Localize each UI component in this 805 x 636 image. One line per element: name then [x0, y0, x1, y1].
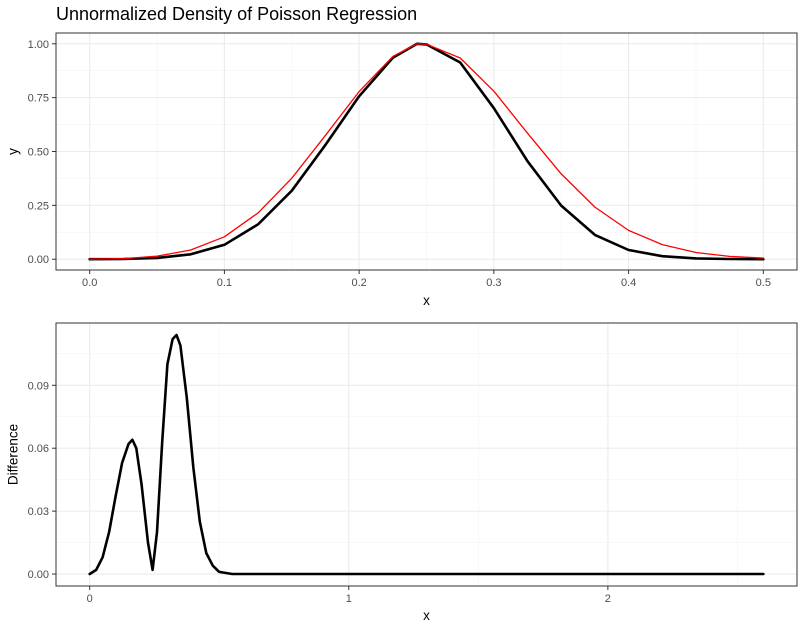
- x-tick-label: 2: [605, 593, 611, 605]
- series-line-0: [88, 333, 765, 576]
- x-tick-label: 0.2: [351, 277, 366, 289]
- y-tick-label: 0.09: [28, 380, 49, 392]
- x-tick-label: 0: [87, 593, 93, 605]
- x-tick-label: 0.0: [82, 277, 97, 289]
- y-tick-label: 0.25: [28, 200, 49, 212]
- x-tick-label: 0.4: [621, 277, 636, 289]
- panel-border: [55, 322, 798, 587]
- density-panel: 0.0 0.1 0.2 0.3 0.4 0.5 0.00 0.25 0.50 0.75 1.00 x y: [6, 32, 798, 308]
- series-line-1: [89, 43, 764, 260]
- x-tick-label: 0.3: [486, 277, 501, 289]
- x-tick-label: 1: [346, 593, 352, 605]
- difference-panel: 0 1 2 0.00 0.03 0.06 0.09 x Difference: [6, 322, 798, 623]
- x-tick-label: 0.1: [217, 277, 232, 289]
- y-tick-label: 1.00: [28, 39, 49, 51]
- y-axis-title: Difference: [6, 424, 21, 485]
- x-tick-label: 0.5: [756, 277, 771, 289]
- y-tick-label: 0.00: [28, 569, 49, 581]
- x-axis-title: x: [423, 608, 430, 623]
- y-axis-title: y: [6, 148, 21, 155]
- chart-title: Unnormalized Density of Poisson Regressi…: [56, 4, 418, 24]
- y-tick-label: 0.50: [28, 147, 49, 159]
- y-tick-label: 0.00: [28, 254, 49, 266]
- y-tick-label: 0.06: [28, 443, 49, 455]
- y-tick-label: 0.03: [28, 506, 49, 518]
- y-tick-label: 0.75: [28, 93, 49, 105]
- x-axis-title: x: [423, 293, 430, 308]
